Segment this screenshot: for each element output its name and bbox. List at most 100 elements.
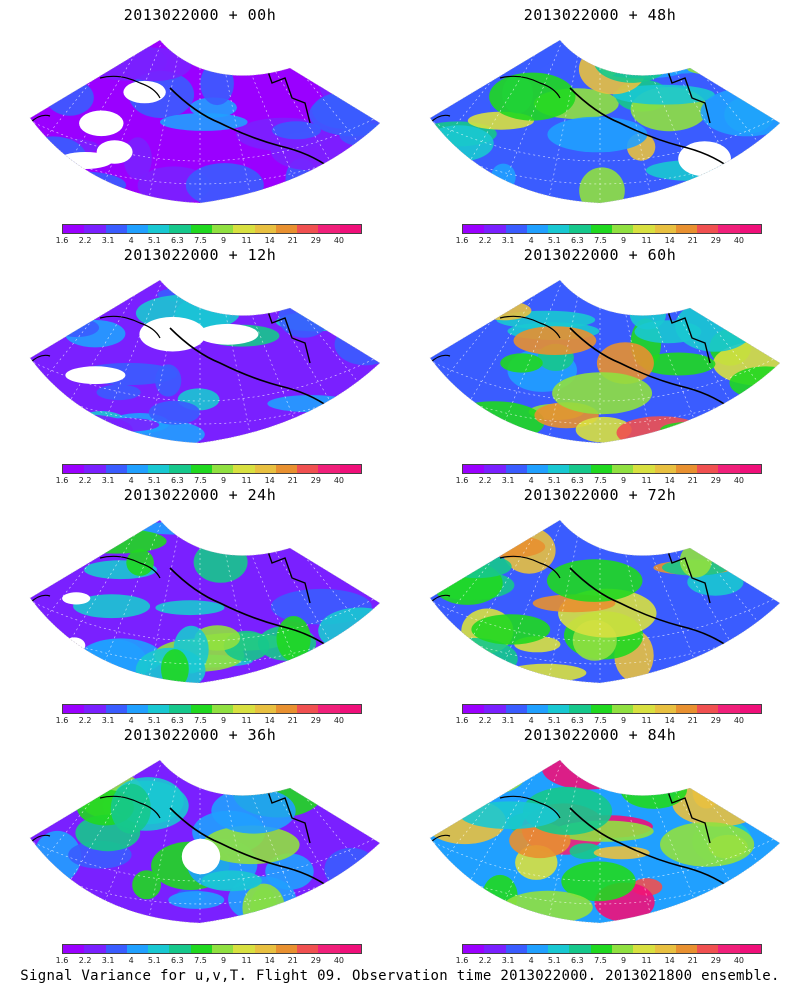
panel-title: 2013022000 + 84h (523, 726, 677, 744)
variance-contour (672, 781, 765, 827)
colorbar-tick-label: 21 (687, 956, 698, 965)
colorbar-labels: 1.6 2.2 3.1 4 5.1 6.3 7.5 9 11 14 21 29 40 (56, 476, 362, 486)
variance-contour (267, 395, 355, 413)
variance-contour (448, 760, 527, 796)
colorbar (62, 704, 362, 714)
colorbar-labels: 1.6 2.2 3.1 4 5.1 6.3 7.5 9 11 14 21 29 40 (456, 476, 762, 486)
colorbar-segment (297, 945, 319, 953)
colorbar-tick-label: 2.2 (478, 716, 492, 725)
colorbar-segment (254, 705, 276, 713)
colorbar-segment (484, 705, 506, 713)
variance-contour (629, 299, 666, 330)
colorbar-tick-label: 1.6 (455, 956, 469, 965)
colorbar-tick-label: 3.1 (501, 956, 515, 965)
longitude-line (489, 520, 601, 683)
colorbar-tick-label: 29 (710, 956, 721, 965)
colorbar (62, 224, 362, 234)
colorbar-segment (505, 465, 527, 473)
variance-contour (433, 551, 471, 574)
panel-title: 2013022000 + 12h (123, 246, 277, 264)
colorbar-tick-label: 21 (687, 236, 698, 245)
colorbar-tick-label: 29 (310, 236, 321, 245)
colorbar-tick-label: 11 (241, 716, 252, 725)
longitude-line (199, 760, 311, 923)
colorbar-tick-label: 14 (264, 476, 275, 485)
variance-contour (132, 870, 161, 900)
colorbar-segment (126, 705, 149, 713)
map-panel: 2013022000 + 24h 1.6 2.2 3.1 4 5.1 6.3 7.5 9 11 14… (0, 480, 400, 725)
colorbar-segment (105, 945, 127, 953)
colorbar-segment (254, 945, 276, 953)
colorbar-segment (718, 225, 740, 233)
colorbar-segment (590, 705, 612, 713)
colorbar-segment (126, 225, 149, 233)
variance-contour (541, 760, 633, 790)
colorbar-tick-label: 9 (620, 236, 627, 245)
variance-contour (96, 384, 141, 401)
variance-contour (660, 822, 755, 867)
colorbar-segment (654, 705, 676, 713)
colorbar-tick-label: 3.1 (101, 716, 115, 725)
colorbar-labels: 1.6 2.2 3.1 4 5.1 6.3 7.5 9 11 14 21 29 40 (456, 236, 762, 246)
map-boundary (429, 39, 781, 204)
variance-contour (51, 296, 79, 321)
map-panel: 2013022000 + 36h 1.6 2.2 3.1 4 5.1 6.3 7.5 9 11 14… (0, 720, 400, 965)
variance-contour (155, 364, 182, 397)
longitude-line (599, 280, 711, 443)
figure-caption: Signal Variance for u,v,T. Flight 09. Ob… (20, 968, 780, 984)
variance-contour (46, 79, 94, 116)
colorbar-segment (190, 465, 212, 473)
colorbar-tick-label: 40 (733, 236, 745, 245)
variance-contour (700, 87, 780, 137)
variance-contour (265, 853, 314, 890)
colorbar-segment (718, 945, 740, 953)
colorbar-tick-label: 5.1 (547, 476, 561, 485)
colorbar-segment (275, 225, 298, 233)
colorbar (62, 944, 362, 954)
colorbar-segment (190, 225, 212, 233)
colorbar-tick-label: 11 (641, 956, 652, 965)
colorbar-tick-label: 6.3 (171, 476, 184, 485)
variance-contour (500, 353, 543, 373)
colorbar-segment (84, 945, 106, 953)
colorbar-tick-label: 40 (733, 716, 745, 725)
colorbar-segment (211, 945, 234, 953)
colorbar-tick-label: 6.3 (571, 716, 584, 725)
forecast-map (429, 759, 781, 924)
colorbar-segment (297, 225, 319, 233)
colorbar-segment (633, 945, 655, 953)
map-panel: 2013022000 + 84h 1.6 2.2 3.1 4 5.1 6.3 7.5 9 11 14… (400, 720, 800, 965)
colorbar-tick-label: 14 (264, 956, 275, 965)
colorbar-segment (254, 225, 276, 233)
colorbar-tick-label: 40 (333, 956, 345, 965)
variance-contour (211, 788, 296, 834)
colorbar-tick-label: 40 (333, 236, 345, 245)
colorbar-tick-label: 6.3 (171, 236, 184, 245)
variance-contour (547, 116, 648, 153)
colorbar-segment (339, 705, 361, 713)
colorbar-segment (526, 945, 549, 953)
colorbar (462, 224, 762, 234)
variance-contour (430, 656, 497, 681)
colorbar-segment (569, 705, 591, 713)
variance-contour (744, 307, 780, 328)
colorbar-tick-label: 40 (333, 476, 345, 485)
colorbar-segment (739, 465, 761, 473)
colorbar-segment (233, 945, 255, 953)
variance-contour (502, 890, 593, 923)
colorbar-labels: 1.6 2.2 3.1 4 5.1 6.3 7.5 9 11 14 21 29 40 (456, 716, 762, 726)
field-background (30, 280, 380, 443)
variance-contour (505, 663, 587, 682)
colorbar-tick-label: 9 (220, 476, 227, 485)
longitude-line (599, 40, 711, 203)
variance-contour (310, 426, 362, 439)
variance-contour (593, 40, 672, 83)
colorbar-tick-label: 9 (220, 716, 227, 725)
variance-contour (54, 318, 100, 338)
colorbar-segment (126, 945, 149, 953)
colorbar-segment (675, 945, 698, 953)
colorbar-tick-label: 4 (128, 956, 134, 965)
variance-contour (324, 847, 378, 891)
missing-data-region (123, 80, 166, 104)
forecast-map (429, 519, 781, 684)
